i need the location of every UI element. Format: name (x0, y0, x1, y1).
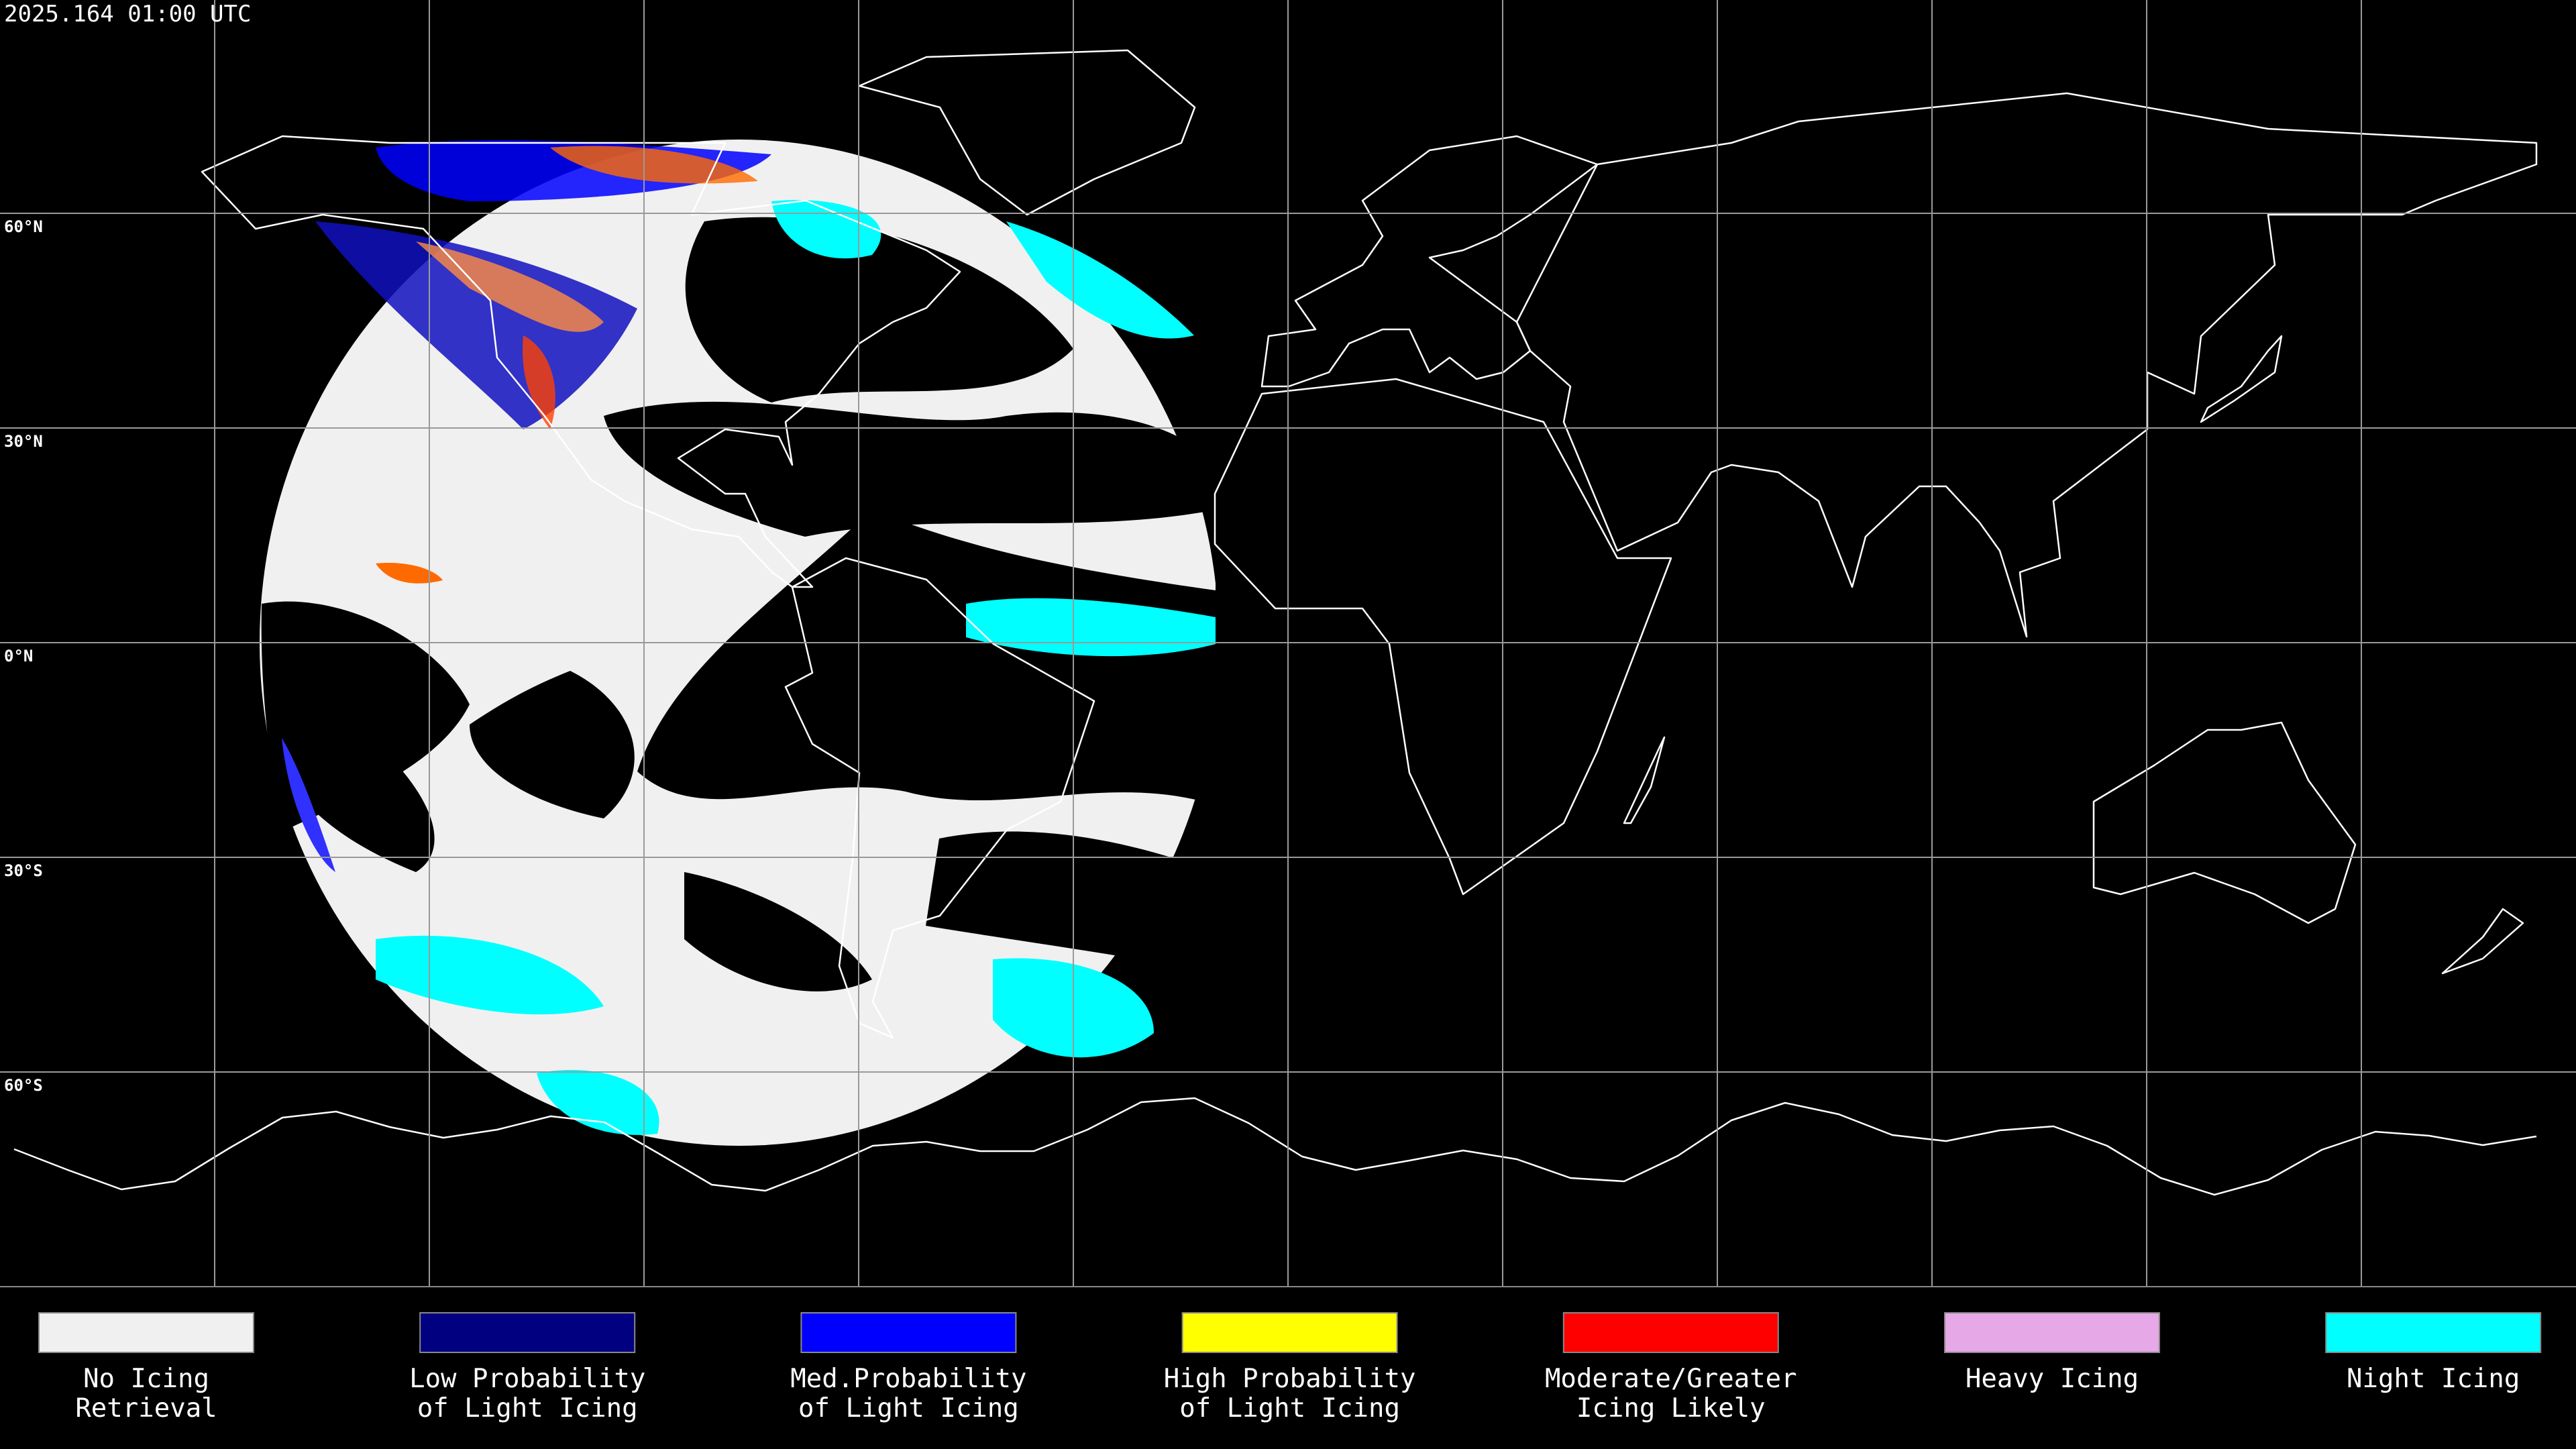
legend-label: No Icing (83, 1364, 209, 1394)
latitude-label: 60°N (4, 217, 43, 236)
coastline (2200, 335, 2283, 423)
icing-detections (282, 140, 771, 872)
legend-swatch (2325, 1312, 2542, 1353)
latitude-label: 30°N (4, 432, 43, 451)
legend-label: Med.Probability (790, 1364, 1026, 1394)
legend-swatch (800, 1312, 1017, 1353)
coastline (858, 49, 1196, 216)
antarctica-coast (13, 1097, 2537, 1196)
legend-swatch (38, 1312, 254, 1353)
coastline (1515, 92, 2538, 638)
latitude-label: 30°S (4, 861, 43, 880)
legend-swatch (1944, 1312, 2160, 1353)
legend-label: Heavy Icing (1966, 1364, 2139, 1394)
coastline (2092, 721, 2357, 924)
latitude-label: 60°S (4, 1076, 43, 1095)
legend-label: High Probability (1164, 1364, 1416, 1394)
coastline (2441, 908, 2524, 975)
coastline (1214, 378, 1672, 896)
timestamp: 2025.164 01:00 UTC (4, 1, 251, 28)
legend-label: Moderate/Greater (1545, 1364, 1797, 1394)
coastline (201, 135, 961, 588)
legend-label: Night Icing (2347, 1364, 2520, 1394)
legend-swatch (1562, 1312, 1779, 1353)
legend-swatch (419, 1312, 636, 1353)
coastline (1260, 135, 1599, 388)
legend-swatch (1181, 1312, 1398, 1353)
coastlines (13, 49, 2538, 1196)
coastline (1623, 736, 1666, 824)
legend-label: Low Probability (409, 1364, 645, 1394)
coastline (784, 557, 1095, 1039)
legend-label: of Light Icing (1179, 1393, 1400, 1424)
latitude-label: 0°N (4, 647, 33, 665)
legend-label: Retrieval (75, 1393, 217, 1424)
legend-label: of Light Icing (417, 1393, 638, 1424)
graticule: 60°N 30°N 0°N 30°S 60°S (0, 0, 2576, 1287)
legend-label: Icing Likely (1576, 1393, 1766, 1424)
legend-label: of Light Icing (798, 1393, 1019, 1424)
